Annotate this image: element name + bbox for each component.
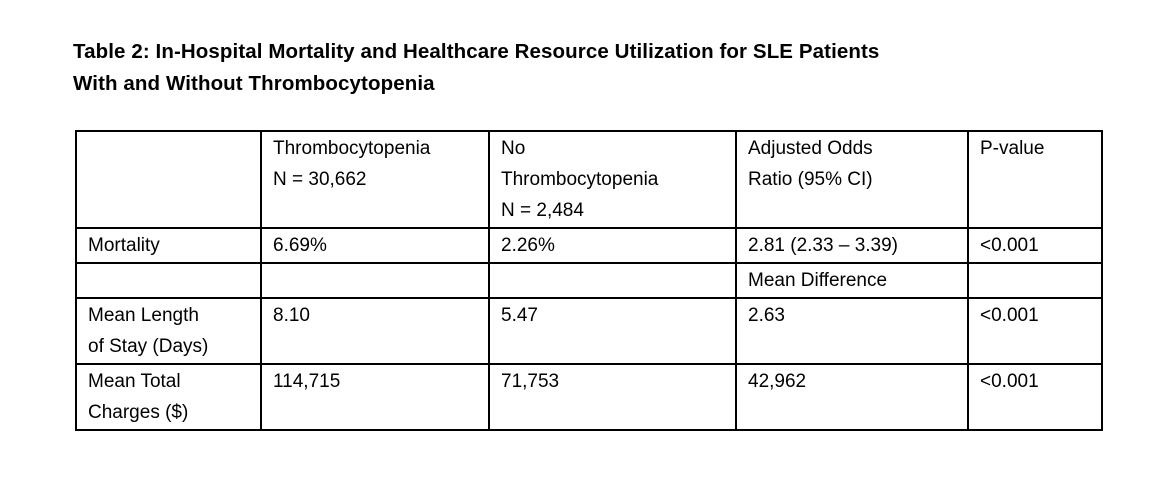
cell-empty bbox=[488, 262, 737, 299]
cell-empty bbox=[967, 262, 1103, 299]
cell-charges-p-value: <0.001 bbox=[967, 363, 1103, 431]
table-row-length-of-stay: Mean Length of Stay (Days) 8.10 5.47 2.6… bbox=[75, 297, 1103, 365]
table-row-mean-difference: Mean Difference bbox=[75, 262, 1103, 299]
table-title-line2: With and Without Thrombocytopenia bbox=[73, 72, 435, 95]
cell-los-p-value: <0.001 bbox=[967, 297, 1103, 365]
cell-mortality-no-thrombocytopenia: 2.26% bbox=[488, 227, 737, 264]
header-cell-p-value: P-value bbox=[967, 130, 1103, 229]
header-cell-rowlabel bbox=[75, 130, 262, 229]
cell-empty bbox=[260, 262, 490, 299]
header-cell-thrombocytopenia: Thrombocytopenia N = 30,662 bbox=[260, 130, 490, 229]
cell-mortality-p-value: <0.001 bbox=[967, 227, 1103, 264]
mortality-hru-table: Thrombocytopenia N = 30,662 No Thrombocy… bbox=[75, 130, 1103, 431]
cell-los-thrombocytopenia: 8.10 bbox=[260, 297, 490, 365]
header-cell-adjusted-odds-ratio: Adjusted Odds Ratio (95% CI) bbox=[735, 130, 969, 229]
cell-mortality-thrombocytopenia: 6.69% bbox=[260, 227, 490, 264]
cell-charges-mean-difference: 42,962 bbox=[735, 363, 969, 431]
header-row: Thrombocytopenia N = 30,662 No Thrombocy… bbox=[75, 130, 1103, 229]
table-title-line1: Table 2: In-Hospital Mortality and Healt… bbox=[73, 40, 880, 63]
cell-mortality-odds-ratio: 2.81 (2.33 – 3.39) bbox=[735, 227, 969, 264]
cell-charges-thrombocytopenia: 114,715 bbox=[260, 363, 490, 431]
header-cell-no-thrombocytopenia: No Thrombocytopenia N = 2,484 bbox=[488, 130, 737, 229]
row-label-total-charges: Mean Total Charges ($) bbox=[75, 363, 262, 431]
cell-mean-difference-label: Mean Difference bbox=[735, 262, 969, 299]
row-label-empty bbox=[75, 262, 262, 299]
row-label-length-of-stay: Mean Length of Stay (Days) bbox=[75, 297, 262, 365]
table-row-total-charges: Mean Total Charges ($) 114,715 71,753 42… bbox=[75, 363, 1103, 431]
table-title: Table 2: In-Hospital Mortality and Healt… bbox=[73, 36, 1083, 100]
table-row-mortality: Mortality 6.69% 2.26% 2.81 (2.33 – 3.39)… bbox=[75, 227, 1103, 264]
row-label-mortality: Mortality bbox=[75, 227, 262, 264]
cell-charges-no-thrombocytopenia: 71,753 bbox=[488, 363, 737, 431]
cell-los-mean-difference: 2.63 bbox=[735, 297, 969, 365]
cell-los-no-thrombocytopenia: 5.47 bbox=[488, 297, 737, 365]
